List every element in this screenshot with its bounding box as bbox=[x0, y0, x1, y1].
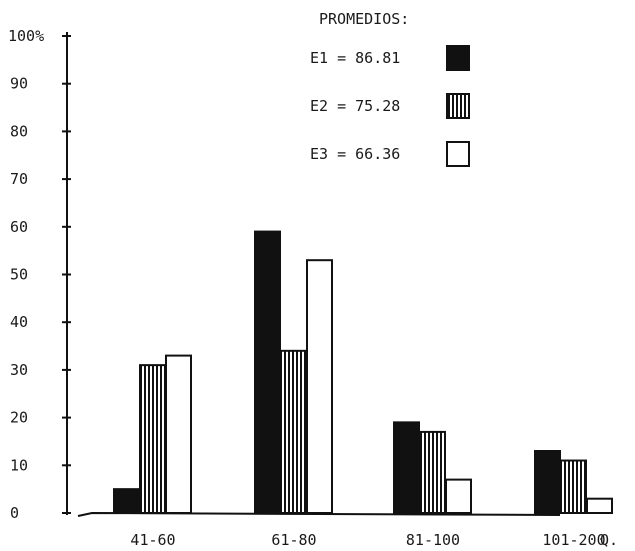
legend-swatch-e2 bbox=[446, 93, 470, 119]
bar-e3-41-60 bbox=[165, 354, 192, 514]
y-tick-label: 30 bbox=[10, 361, 28, 379]
legend: PROMEDIOS: E1 = 86.81 E2 = 75.28 E3 = 66.36 bbox=[310, 10, 470, 167]
y-tick-label: 70 bbox=[10, 170, 28, 188]
legend-title: PROMEDIOS: bbox=[319, 10, 409, 28]
legend-swatch-e1 bbox=[446, 45, 470, 71]
bar-e3-81-100 bbox=[445, 478, 472, 514]
y-tick-label: 20 bbox=[10, 409, 28, 427]
y-tick-label: 10 bbox=[10, 456, 28, 474]
legend-swatch-e3 bbox=[446, 141, 470, 167]
bar-e3-101-200 bbox=[586, 497, 613, 515]
bar-e2-61-80 bbox=[280, 349, 307, 514]
bar-e1-101-200 bbox=[534, 449, 561, 514]
x-axis-label: Q. bbox=[600, 531, 618, 549]
bar-e1-41-60 bbox=[113, 488, 140, 514]
x-tick-label: 41-60 bbox=[130, 531, 175, 549]
bar-e1-81-100 bbox=[393, 421, 420, 514]
bar-e1-61-80 bbox=[254, 230, 281, 514]
y-tick-label: 80 bbox=[10, 122, 28, 140]
bar-e2-41-60 bbox=[139, 364, 166, 514]
x-tick-label: 101-200 bbox=[542, 531, 605, 549]
y-tick-label: 40 bbox=[10, 313, 28, 331]
legend-label-e3: E3 = 66.36 bbox=[310, 145, 400, 163]
y-tick-label: 0 bbox=[10, 504, 19, 522]
x-axis-line bbox=[77, 511, 561, 517]
bar-e3-61-80 bbox=[306, 259, 333, 514]
y-tick-label: 100% bbox=[8, 27, 44, 45]
x-tick-label: 81-100 bbox=[406, 531, 460, 549]
x-tick-label: 61-80 bbox=[271, 531, 316, 549]
y-tick-label: 60 bbox=[10, 218, 28, 236]
legend-label-e1: E1 = 86.81 bbox=[310, 49, 400, 67]
y-tick-label: 90 bbox=[10, 75, 28, 93]
axes bbox=[62, 32, 561, 517]
bars bbox=[113, 230, 613, 515]
labels: 0 10 20 30 40 50 60 70 80 90 100% 41-60 61-80 81-100 1… bbox=[8, 27, 618, 549]
legend-label-e2: E2 = 75.28 bbox=[310, 97, 400, 115]
bar-e2-101-200 bbox=[560, 459, 587, 514]
y-tick-label: 50 bbox=[10, 266, 28, 284]
bar-e2-81-100 bbox=[419, 430, 446, 514]
